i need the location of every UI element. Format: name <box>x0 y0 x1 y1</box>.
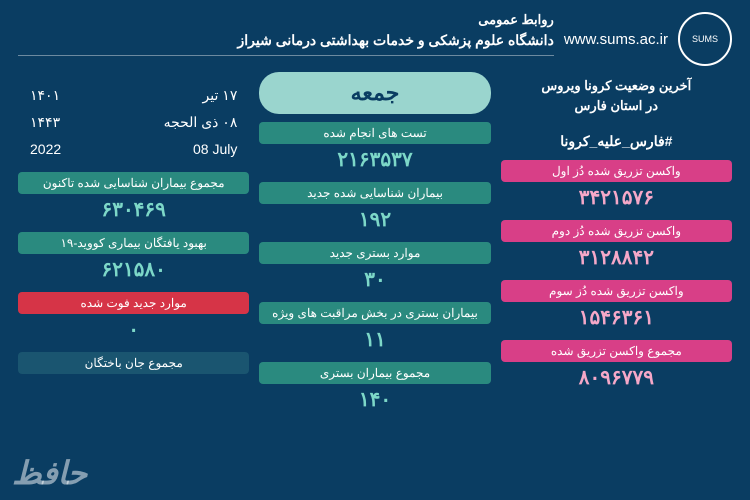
date-row: ۰۸ ذی الحجه ۱۴۴۳ <box>18 111 249 134</box>
day-banner: جمعه <box>259 72 490 114</box>
stat-block: واکسن تزریق شده دُز اول ۳۴۲۱۵۷۶ <box>501 160 732 216</box>
column-right: آخرین وضعیت کرونا ویروس در استان فارس #ف… <box>501 72 732 488</box>
date-part: 2022 <box>30 141 61 157</box>
stat-label: بیماران بستری در بخش مراقبت های ویژه <box>259 302 490 324</box>
header-right: روابط عمومی دانشگاه علوم پزشکی و خدمات ب… <box>18 12 564 56</box>
date-part: ۱۷ تیر <box>203 87 238 104</box>
stat-label: بیماران شناسایی شده جدید <box>259 182 490 204</box>
stat-value: ۱۵۴۶۳۶۱ <box>501 302 732 336</box>
title-line1: آخرین وضعیت کرونا ویروس <box>501 76 732 96</box>
date-part: ۱۴۰۱ <box>30 87 60 104</box>
stat-label: واکسن تزریق شده دُز دوم <box>501 220 732 242</box>
stat-value: ۱۱ <box>259 324 490 358</box>
stat-block: بهبود یافتگان بیماری کووید-۱۹ ۶۲۱۵۸۰ <box>18 232 249 288</box>
stat-value: ۱۴۰ <box>259 384 490 418</box>
stat-label: مجموع واکسن تزریق شده <box>501 340 732 362</box>
stat-block: موارد بستری جدید ۳۰ <box>259 242 490 298</box>
stat-label: بهبود یافتگان بیماری کووید-۱۹ <box>18 232 249 254</box>
header-left: SUMS www.sums.ac.ir <box>564 12 732 66</box>
date-part: ۰۸ ذی الحجه <box>164 114 238 131</box>
date-part: ۱۴۴۳ <box>30 114 60 131</box>
date-row: 08 July 2022 <box>18 138 249 160</box>
stat-label: مجموع بیماران بستری <box>259 362 490 384</box>
stat-value: ۱۹۲ <box>259 204 490 238</box>
stat-block: واکسن تزریق شده دُز دوم ۳۱۲۸۸۴۲ <box>501 220 732 276</box>
stat-block: مجموع بیماران بستری ۱۴۰ <box>259 362 490 418</box>
stat-label: واکسن تزریق شده دُز سوم <box>501 280 732 302</box>
stat-value: ۳۱۲۸۸۴۲ <box>501 242 732 276</box>
stat-block: موارد جدید فوت شده ۰ <box>18 292 249 348</box>
stat-value: ۸۰۹۶۷۷۹ <box>501 362 732 396</box>
stat-block: واکسن تزریق شده دُز سوم ۱۵۴۶۳۶۱ <box>501 280 732 336</box>
spacer <box>18 72 249 80</box>
watermark: حافظ <box>12 454 87 492</box>
stat-value: ۶۳۰۴۶۹ <box>18 194 249 228</box>
stat-block: مجموع جان باختگان <box>18 352 249 374</box>
infographic-container: SUMS www.sums.ac.ir روابط عمومی دانشگاه … <box>0 0 750 500</box>
hashtag: #فارس_علیه_کرونا <box>501 127 732 156</box>
website-url: www.sums.ac.ir <box>564 31 668 48</box>
header-line2: دانشگاه علوم پزشکی و خدمات بهداشتی درمان… <box>18 32 554 56</box>
stat-value: ۳۴۲۱۵۷۶ <box>501 182 732 216</box>
header: SUMS www.sums.ac.ir روابط عمومی دانشگاه … <box>18 12 732 66</box>
stat-block: مجموع واکسن تزریق شده ۸۰۹۶۷۷۹ <box>501 340 732 396</box>
stat-block: بیماران شناسایی شده جدید ۱۹۲ <box>259 182 490 238</box>
stat-value: ۳۰ <box>259 264 490 298</box>
stat-block: بیماران بستری در بخش مراقبت های ویژه ۱۱ <box>259 302 490 358</box>
stat-label: موارد جدید فوت شده <box>18 292 249 314</box>
col-right-title: آخرین وضعیت کرونا ویروس در استان فارس <box>501 72 732 123</box>
stat-label: تست های انجام شده <box>259 122 490 144</box>
title-line2: در استان فارس <box>501 96 732 116</box>
column-center: جمعه تست های انجام شده ۲۱۶۳۵۳۷ بیماران ش… <box>259 72 490 488</box>
stat-block: مجموع بیماران شناسایی شده تاکنون ۶۳۰۴۶۹ <box>18 172 249 228</box>
stat-label: واکسن تزریق شده دُز اول <box>501 160 732 182</box>
spacer <box>18 164 249 168</box>
header-line1: روابط عمومی <box>18 12 554 28</box>
stat-value: ۶۲۱۵۸۰ <box>18 254 249 288</box>
stat-label: مجموع جان باختگان <box>18 352 249 374</box>
date-row: ۱۷ تیر ۱۴۰۱ <box>18 84 249 107</box>
column-left: ۱۷ تیر ۱۴۰۱ ۰۸ ذی الحجه ۱۴۴۳ 08 July 202… <box>18 72 249 488</box>
logo-icon: SUMS <box>678 12 732 66</box>
stat-block: تست های انجام شده ۲۱۶۳۵۳۷ <box>259 122 490 178</box>
date-part: 08 July <box>193 141 237 157</box>
main-grid: آخرین وضعیت کرونا ویروس در استان فارس #ف… <box>18 72 732 488</box>
stat-value: ۰ <box>18 314 249 348</box>
stat-label: موارد بستری جدید <box>259 242 490 264</box>
stat-label: مجموع بیماران شناسایی شده تاکنون <box>18 172 249 194</box>
stat-value: ۲۱۶۳۵۳۷ <box>259 144 490 178</box>
